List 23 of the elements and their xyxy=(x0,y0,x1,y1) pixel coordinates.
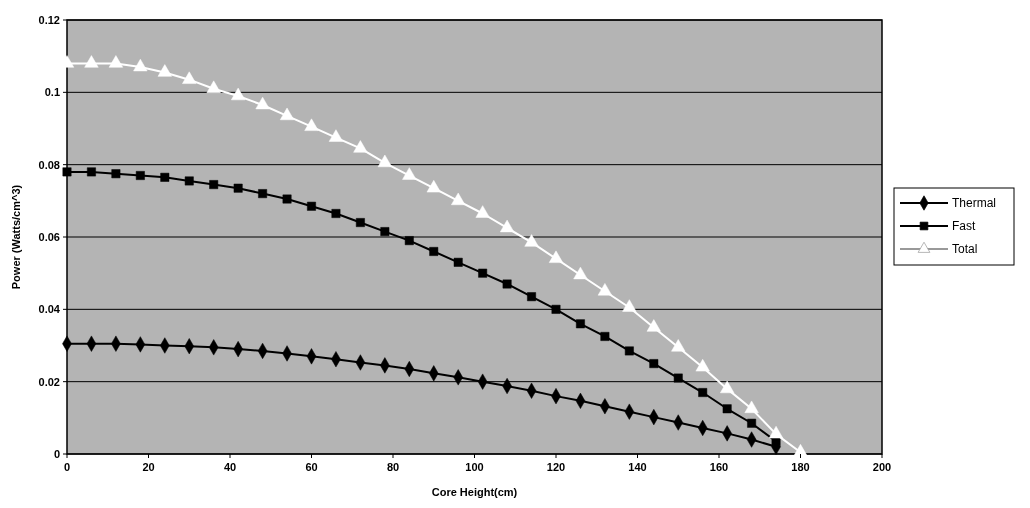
x-tick-label: 200 xyxy=(872,461,892,473)
x-tick-label: 180 xyxy=(791,461,810,473)
x-tick-label: 80 xyxy=(386,461,400,473)
x-tick-label: 0 xyxy=(63,461,71,473)
y-tick-label: 0.1 xyxy=(44,86,60,99)
y-tick-label: 0.08 xyxy=(38,158,60,171)
x-tick-label: 120 xyxy=(546,461,566,473)
y-tick-label: 0.12 xyxy=(38,14,60,26)
y-tick-label: 0 xyxy=(53,448,60,460)
legend-label: Thermal xyxy=(952,196,997,210)
x-axis-title: Core Height(cm) xyxy=(431,486,518,498)
y-axis-title: Power (Watts/cm^3) xyxy=(10,184,22,290)
x-tick-label: 20 xyxy=(142,461,155,473)
x-tick-label: 100 xyxy=(465,461,484,473)
legend-label: Total xyxy=(952,242,978,256)
x-tick-label: 40 xyxy=(223,461,237,473)
y-tick-label: 0.06 xyxy=(38,231,60,243)
y-tick-label: 0.02 xyxy=(38,375,60,388)
y-tick-label: 0.04 xyxy=(38,303,61,316)
legend-label: Fast xyxy=(952,219,976,233)
x-tick-label: 160 xyxy=(709,461,729,473)
x-tick-label: 140 xyxy=(628,461,647,473)
x-tick-label: 60 xyxy=(305,461,318,473)
